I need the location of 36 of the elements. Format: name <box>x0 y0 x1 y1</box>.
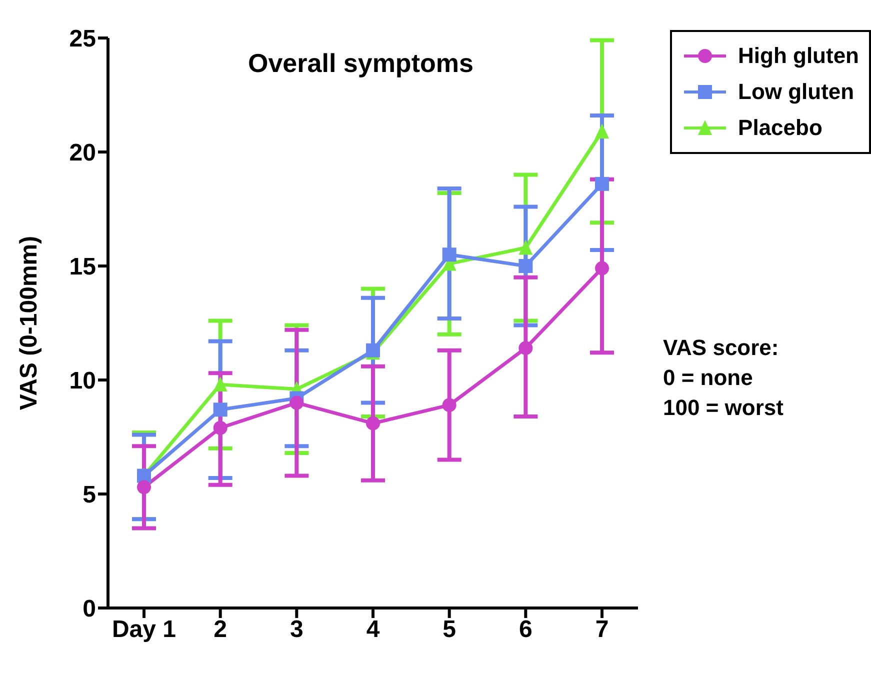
point <box>518 240 533 255</box>
y-tick-label: 20 <box>69 140 96 167</box>
x-tick-label: 2 <box>214 616 228 644</box>
point <box>442 248 456 262</box>
text: 100 = worst <box>663 394 784 422</box>
legend-label: High gluten <box>738 43 859 69</box>
point <box>213 420 228 435</box>
point <box>137 480 151 494</box>
text: VAS score: <box>663 334 780 362</box>
y-tick-label: 10 <box>69 368 96 395</box>
y-tick-label: 15 <box>69 254 96 281</box>
text: 0 = none <box>663 364 754 392</box>
point <box>518 341 533 356</box>
point <box>518 259 533 273</box>
point <box>595 123 609 138</box>
point <box>366 416 380 430</box>
y-axis-title: VAS (0-100mm) <box>16 236 43 410</box>
point <box>290 396 304 410</box>
x-tick-label: Day 1 <box>112 616 176 644</box>
legend-label: Low gluten <box>738 79 854 105</box>
chart-title: Overall symptoms <box>248 48 474 79</box>
point <box>595 176 609 191</box>
x-tick-label: 3 <box>290 616 304 644</box>
y-tick-label: 0 <box>82 596 96 623</box>
point <box>366 343 380 358</box>
point <box>442 398 456 412</box>
y-tick-label: 5 <box>82 482 96 509</box>
x-tick-label: 7 <box>595 616 609 644</box>
point <box>213 402 228 417</box>
point <box>213 376 228 392</box>
legend-label: Placebo <box>738 115 822 141</box>
x-tick-label: 4 <box>366 616 380 644</box>
y-tick-label: 25 <box>69 26 96 53</box>
x-tick-label: 6 <box>518 616 532 644</box>
point <box>595 261 609 276</box>
x-tick-label: 5 <box>442 616 456 644</box>
